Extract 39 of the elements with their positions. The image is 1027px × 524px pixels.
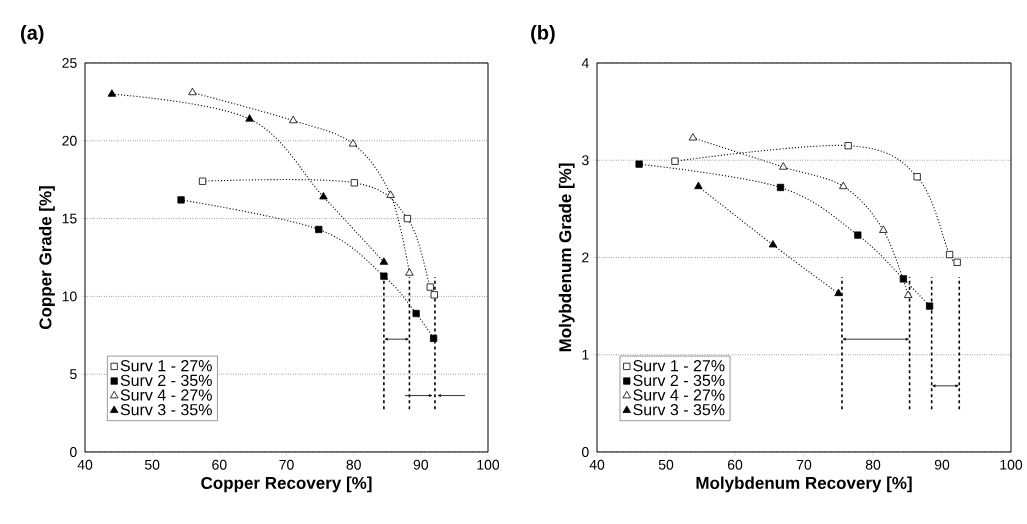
x-tick-label: 90: [413, 459, 429, 470]
x-tick-label: 60: [212, 459, 227, 470]
y-tick-label: 25: [62, 58, 77, 68]
y-tick-label: 0: [70, 447, 77, 457]
legend-label: Surv 2 - 35%: [633, 374, 725, 387]
chart-title: (a): [21, 25, 44, 44]
y-tick-label: 2: [582, 252, 589, 263]
chart-title: (b): [531, 25, 555, 44]
legend-label: Surv 2 - 35%: [120, 374, 212, 387]
y-tick-label: 4: [581, 58, 589, 68]
y-tick-label: 3: [581, 155, 589, 166]
legend-label: Surv 1 - 27%: [633, 360, 725, 372]
x-tick-label: 40: [589, 459, 605, 470]
x-tick-label: 80: [865, 459, 881, 470]
x-tick-label: 90: [934, 459, 950, 470]
x-tick-label: 70: [796, 459, 812, 470]
x-tick-label: 40: [77, 459, 93, 470]
x-tick-label: 100: [1000, 459, 1023, 470]
legend-label: Surv 4 - 27%: [120, 389, 212, 401]
x-axis-title: Copper Recovery [%]: [201, 476, 372, 493]
y-axis-title: Molybdenum Grade [%]: [558, 163, 575, 352]
x-tick-label: 100: [477, 459, 500, 470]
y-axis-title: Copper Grade [%]: [38, 186, 55, 330]
y-tick-label: 5: [70, 369, 77, 380]
x-tick-label: 50: [658, 459, 674, 470]
y-tick-label: 20: [62, 135, 77, 146]
x-tick-label: 80: [346, 459, 361, 470]
x-tick-label: 50: [144, 459, 160, 470]
legend-label: Surv 3 - 35%: [633, 404, 725, 416]
x-tick-label: 70: [279, 459, 294, 470]
legend-label: Surv 4 - 27%: [633, 389, 725, 401]
x-axis-title: Molybdenum Recovery [%]: [696, 476, 912, 493]
y-tick-label: 0: [582, 447, 589, 457]
y-tick-label: 10: [62, 291, 77, 302]
legend-label: Surv 3 - 35%: [120, 404, 212, 416]
y-tick-label: 1: [582, 349, 589, 360]
y-tick-label: 15: [62, 213, 77, 224]
legend-label: Surv 1 - 27%: [120, 360, 212, 372]
x-tick-label: 60: [727, 459, 743, 470]
